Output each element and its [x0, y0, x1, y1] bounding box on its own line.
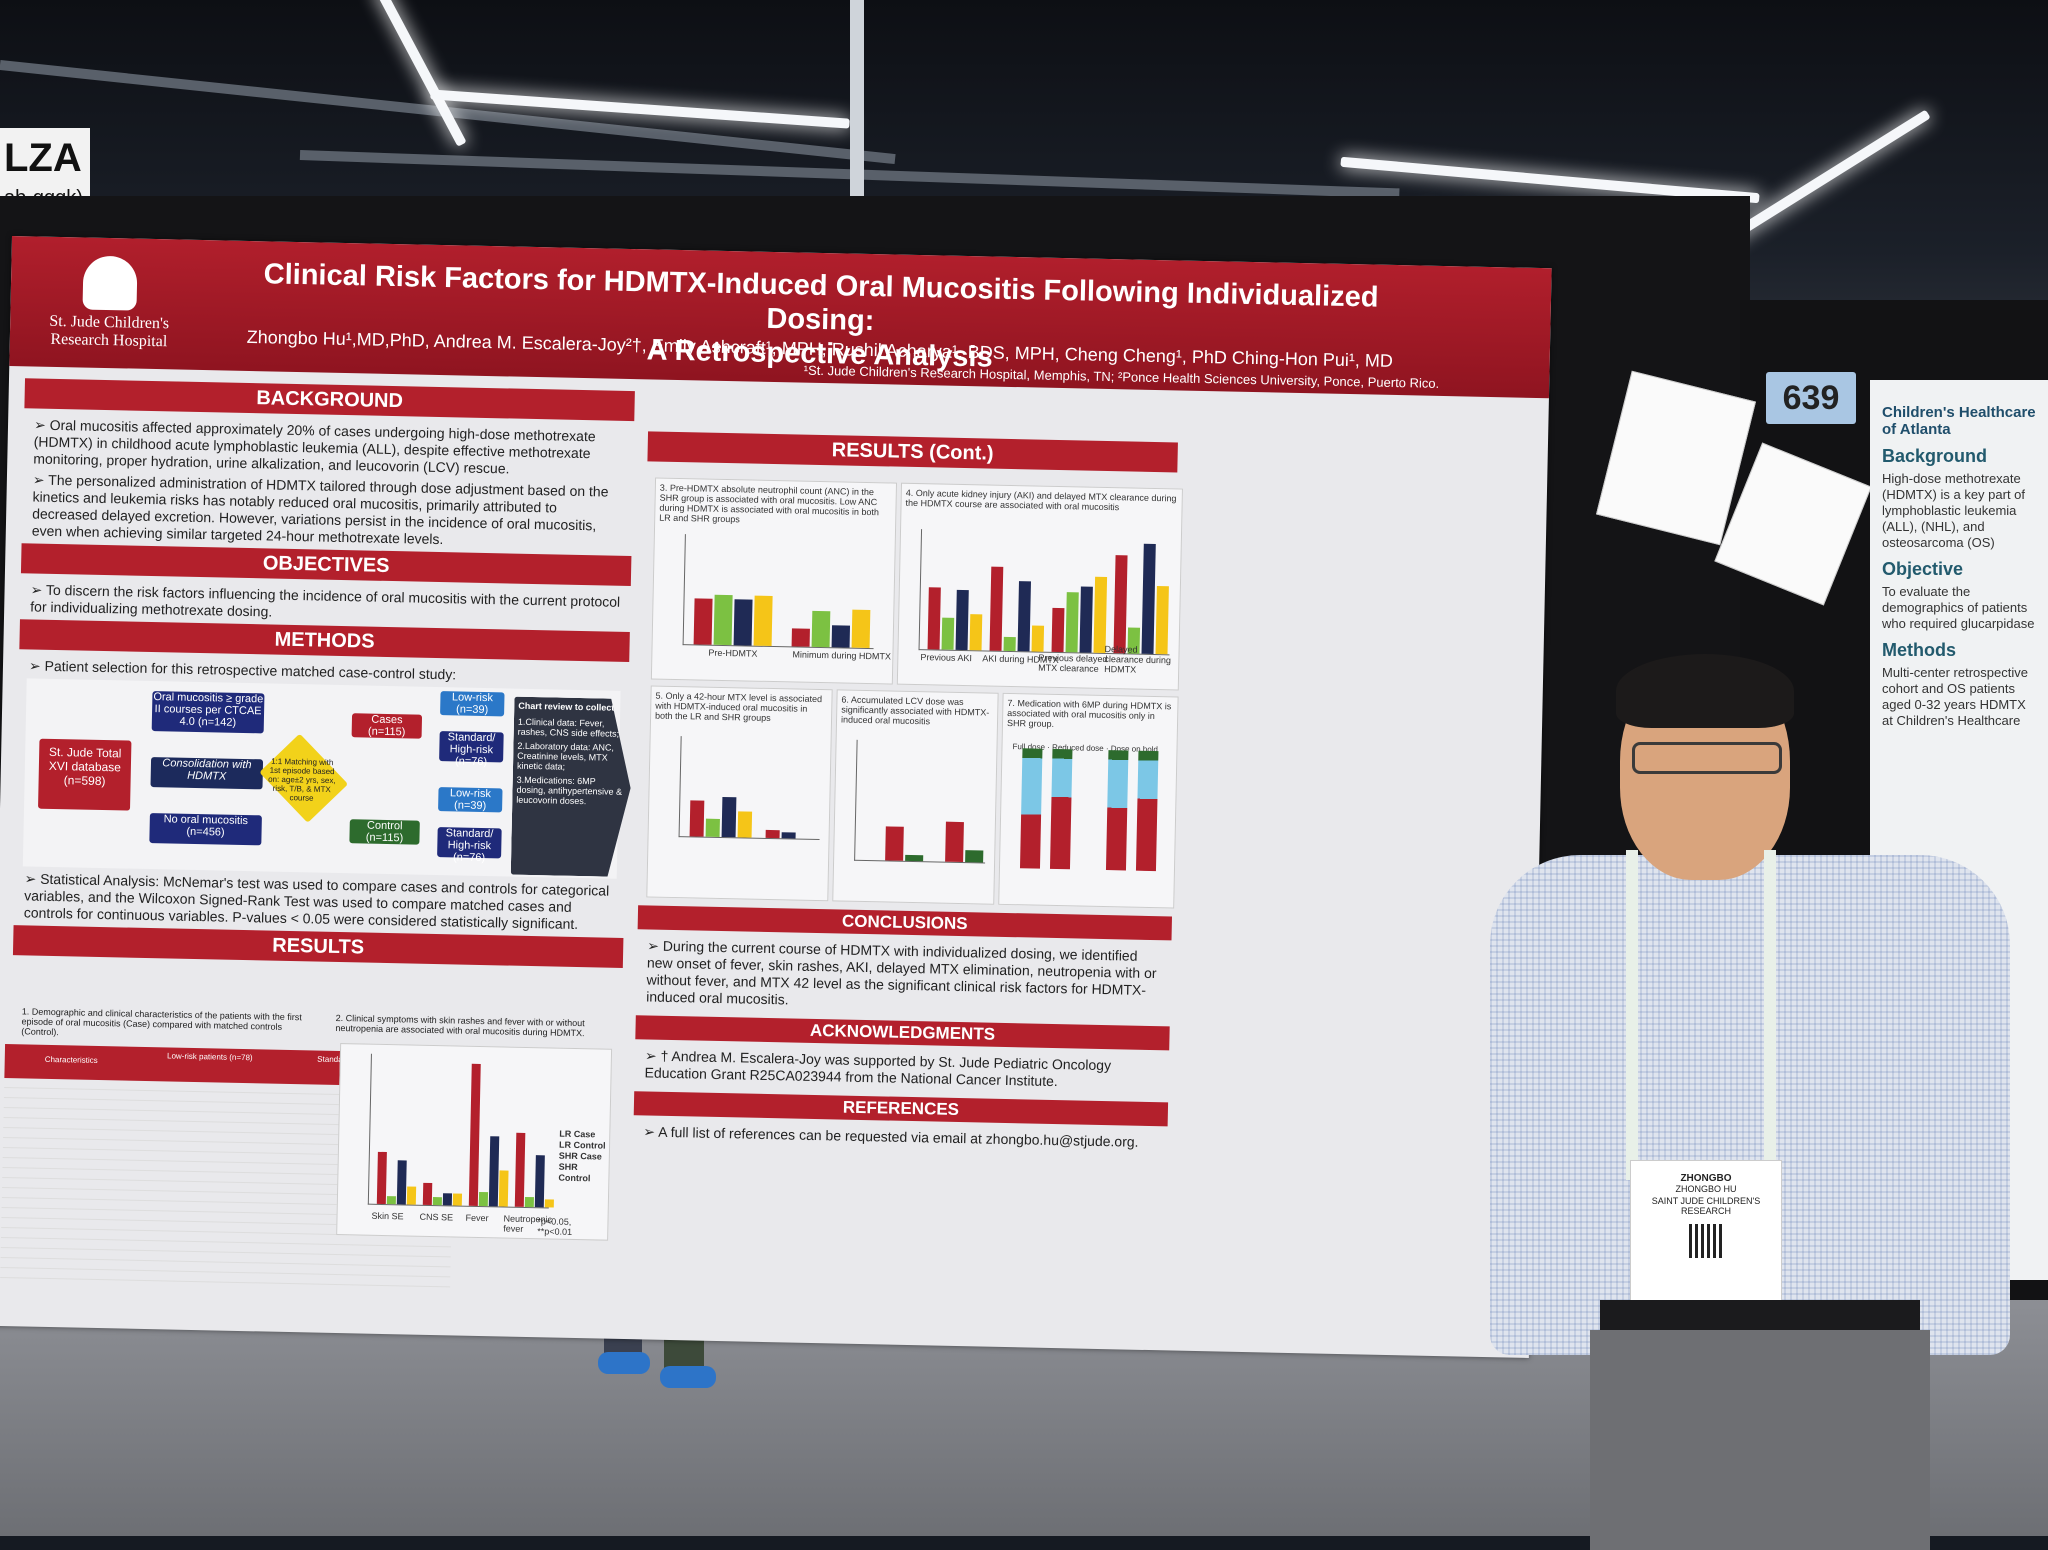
flow-no-om: No oral mucositis (n=456) — [149, 813, 262, 846]
light-column — [850, 0, 864, 220]
st-jude-logo: St. Jude Children's Research Hospital — [34, 254, 186, 351]
flow-standard-risk: Standard/ High-risk (n=76) — [439, 731, 504, 768]
ceiling-light — [373, 0, 467, 147]
childrens-logo: Children's Healthcare of Atlanta — [1882, 404, 2036, 438]
background-bullet: ➢ Oral mucositis affected approximately … — [33, 416, 596, 477]
acknowledgments-heading: ACKNOWLEDGMENTS — [635, 1015, 1170, 1051]
child-figure-icon — [82, 255, 138, 311]
belt — [1600, 1300, 1920, 1330]
references-text: ➢ A full list of references can be reque… — [643, 1123, 1139, 1150]
statistical-analysis: ➢ Statistical Analysis: McNemar's test w… — [23, 870, 610, 933]
flow-consolidation: Consolidation with HDMTX — [150, 757, 264, 790]
fig5-mtx-chart: 5. Only a 42-hour MTX level is associate… — [646, 685, 833, 902]
neighbor-objective-heading: Objective — [1882, 559, 1964, 579]
hair — [1616, 654, 1794, 728]
glasses — [1632, 742, 1782, 774]
references-heading: REFERENCES — [633, 1091, 1169, 1127]
table-caption: 1. Demographic and clinical characterist… — [21, 1006, 302, 1038]
flow-low-risk: Low-risk (n=39) — [438, 787, 503, 813]
acknowledgments-text: ➢ † Andrea M. Escalera-Joy was supported… — [644, 1047, 1112, 1090]
ceiling-light — [430, 89, 850, 129]
neighbor-objective-text: To evaluate the demographics of patients… — [1882, 584, 2035, 631]
fig2-caption: 2. Clinical symptoms with skin rashes an… — [335, 1012, 585, 1039]
research-poster: St. Jude Children's Research Hospital Cl… — [0, 236, 1552, 1359]
flow-cases: Cases (n=115) — [351, 713, 423, 739]
neighbor-background-heading: Background — [1882, 446, 1988, 466]
methods-flowchart: St. Jude Total XVI database (n=598) Oral… — [22, 678, 621, 879]
flow-control: Control (n=115) — [349, 819, 420, 845]
presenter: ZHONGBO ZHONGBO HU SAINT JUDE CHILDREN'S… — [1490, 654, 2048, 1550]
flow-low-risk: Low-risk (n=39) — [440, 691, 505, 717]
chart-review-box: Chart review to collect: 1.Clinical data… — [511, 697, 633, 877]
fig4-aki-chart: 4. Only acute kidney injury (AKI) and de… — [896, 482, 1183, 691]
flow-matching: 1:1 Matching with 1st episode based on: … — [259, 733, 349, 823]
fig2-legend: LR Case LR Control SHR Case SHR Control — [558, 1128, 606, 1184]
poster-number-tag: 639 — [1766, 372, 1856, 424]
flow-database: St. Jude Total XVI database (n=598) — [38, 738, 132, 811]
pants — [1590, 1330, 1930, 1550]
flow-standard-risk: Standard/ High-risk (n=76) — [437, 827, 502, 864]
conclusions-section: CONCLUSIONS ➢ During the current course … — [633, 905, 1173, 1155]
flow-om-group: Oral mucositis ≥ grade II courses per CT… — [151, 691, 265, 734]
lanyard — [1626, 850, 1776, 1180]
background-bullet: ➢ The personalized administration of HDM… — [31, 471, 609, 548]
qr-code-icon — [1689, 1224, 1723, 1258]
background-heading: BACKGROUND — [24, 378, 635, 422]
conclusions-text: ➢ During the current course of HDMTX wit… — [646, 937, 1157, 1008]
left-column: BACKGROUND ➢ Oral mucositis affected app… — [12, 378, 635, 976]
fig6-lcv-chart: 6. Accumulated LCV dose was significantl… — [832, 689, 999, 905]
neighbor-methods-heading: Methods — [1882, 640, 1956, 660]
fig2-bar-chart: Skin SE CNS SE Fever Neutropenic fever L… — [336, 1043, 613, 1241]
right-column: RESULTS (Cont.) — [647, 391, 1179, 480]
fig3-anc-chart: 3. Pre-HDMTX absolute neutrophil count (… — [650, 477, 898, 685]
fig7-6mp-chart: 7. Medication with 6MP during HDMTX is a… — [998, 692, 1179, 909]
neighbor-methods-text: Multi-center retrospective cohort and OS… — [1882, 665, 2028, 728]
neighbor-background-text: High-dose methotrexate (HDMTX) is a key … — [1882, 471, 2026, 550]
